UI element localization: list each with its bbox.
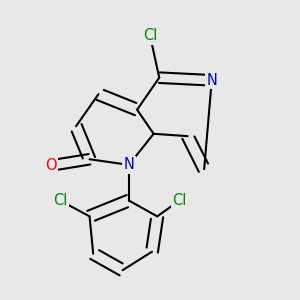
Text: N: N <box>206 73 217 88</box>
Text: Cl: Cl <box>143 28 157 43</box>
Text: Cl: Cl <box>53 193 68 208</box>
Text: N: N <box>123 158 134 172</box>
Text: O: O <box>45 158 57 173</box>
Text: Cl: Cl <box>172 193 187 208</box>
